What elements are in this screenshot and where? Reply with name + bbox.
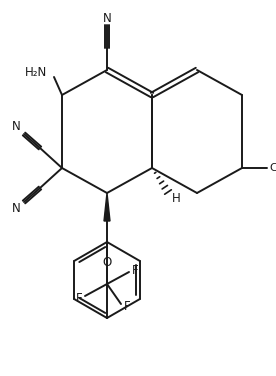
Text: C(CH₃)₃: C(CH₃)₃ — [269, 163, 276, 173]
Text: O: O — [102, 256, 112, 268]
Text: H₂N: H₂N — [25, 67, 47, 79]
Text: N: N — [12, 203, 20, 215]
Text: N: N — [103, 12, 112, 24]
Text: N: N — [12, 120, 20, 133]
Text: F: F — [124, 300, 130, 312]
Polygon shape — [104, 193, 110, 221]
Text: H: H — [172, 191, 181, 205]
Text: F: F — [76, 291, 82, 305]
Text: F: F — [132, 264, 138, 276]
